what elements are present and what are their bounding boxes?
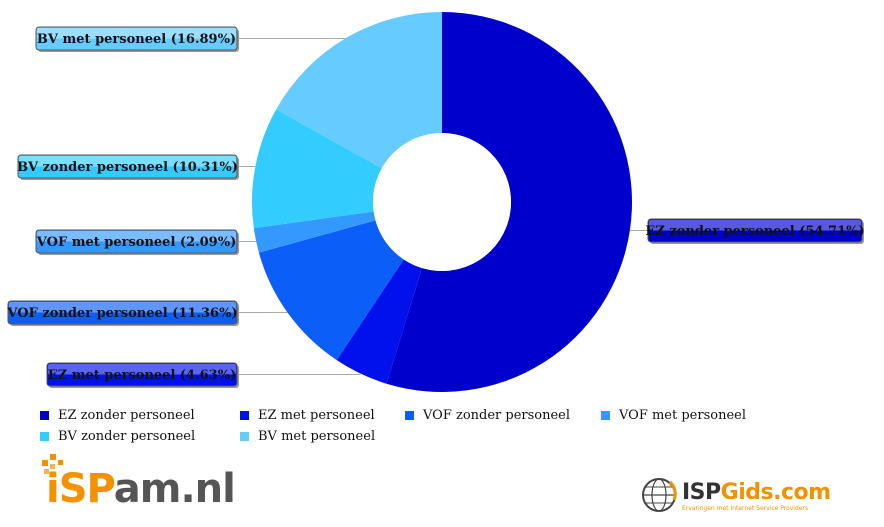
callout-label-bv-met-personeel: BV met personeel (16.89%) (37, 32, 236, 47)
callout-label-vof-met-personeel: VOF met personeel (2.09%) (36, 235, 236, 250)
callout-label-ez-zonder-personeel: EZ zonder personeel (54.71%) (645, 224, 864, 239)
legend-swatch (40, 432, 49, 441)
slice-vof-met-personeel (253, 211, 376, 253)
slice-vof-zonder-personeel (258, 220, 404, 361)
legend-label: VOF zonder personeel (423, 408, 571, 423)
legend-item-ez-zonder-personeel: EZ zonder personeel (40, 407, 240, 424)
ispam-dots-icon (42, 454, 63, 474)
legend-label: VOF met personeel (619, 408, 746, 423)
callout-ez-met-personeel: EZ met personeel (4.63%) (46, 362, 239, 388)
legend-item-vof-zonder-personeel: VOF zonder personeel (405, 407, 601, 424)
legend-label: BV met personeel (258, 429, 376, 444)
donut-hole (373, 133, 511, 271)
ispam-logo-part2: am.nl (113, 466, 236, 512)
legend-item-ez-met-personeel: EZ met personeel (240, 407, 405, 424)
callout-bv-zonder-personeel: BV zonder personeel (10.31%) (17, 154, 239, 180)
legend-label: EZ met personeel (258, 408, 375, 423)
legend-swatch (40, 411, 49, 420)
legend-swatch (601, 411, 610, 420)
legend-swatch (405, 411, 414, 420)
ispgids-logo-part1: ISP (682, 480, 721, 505)
ispgids-tagline: Ervaringen met Internet Service Provider… (682, 505, 809, 512)
donut-chart: EZ zonder personeel (54.71%) EZ met perso… (6, 11, 865, 392)
legend: EZ zonder personeel EZ met personeel VOF z… (40, 407, 800, 445)
legend-label: EZ zonder personeel (58, 408, 195, 423)
callout-bv-met-personeel: BV met personeel (16.89%) (35, 26, 239, 52)
legend-swatch (240, 432, 249, 441)
slice-bv-zonder-personeel (252, 109, 382, 229)
ispam-logo: iSPam.nl (38, 452, 236, 518)
callout-vof-zonder-personeel: VOF zonder personeel (11.36%) (6, 300, 239, 326)
ispgids-logo-part2: Gids.com (720, 480, 831, 505)
ispgids-logo: ISPGids.com Ervaringen met Internet Serv… (638, 474, 831, 518)
globe-icon (642, 478, 677, 512)
ispam-logo-part1: iSP (46, 466, 115, 512)
callout-label-vof-zonder-personeel: VOF zonder personeel (11.36%) (6, 306, 237, 321)
legend-label: BV zonder personeel (58, 429, 196, 444)
callout-ez-zonder-personeel: EZ zonder personeel (54.71%) (645, 218, 865, 244)
legend-item-vof-met-personeel: VOF met personeel (601, 407, 781, 424)
callout-vof-met-personeel: VOF met personeel (2.09%) (35, 229, 239, 255)
slice-ez-met-personeel (336, 259, 422, 384)
slice-ez-zonder-personeel (386, 12, 633, 392)
legend-item-bv-met-personeel: BV met personeel (240, 428, 405, 445)
legend-swatch (240, 411, 249, 420)
callout-label-ez-met-personeel: EZ met personeel (4.63%) (48, 368, 236, 383)
slice-bv-met-personeel (276, 11, 442, 169)
legend-item-bv-zonder-personeel: BV zonder personeel (40, 428, 240, 445)
callout-label-bv-zonder-personeel: BV zonder personeel (10.31%) (17, 160, 238, 175)
